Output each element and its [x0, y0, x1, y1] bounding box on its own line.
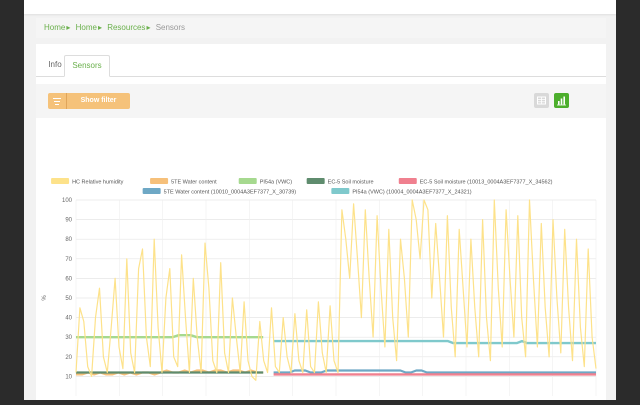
- legend-label: 5TE Water content (10010_0004A3EF7377_X_…: [164, 190, 297, 196]
- legend-swatch: [331, 188, 350, 194]
- legend-item[interactable]: EC-5 Soil moisture (10013_0004A3EF7377_X…: [398, 178, 553, 186]
- table-icon: [537, 96, 546, 105]
- tab-info[interactable]: Info: [48, 60, 62, 69]
- legend-label: PI54a (VWC) (10004_0004A3EF7377_X_24321): [352, 190, 471, 196]
- y-tick-label: 50: [65, 296, 72, 302]
- series-line: [273, 369, 596, 374]
- chart-legend: HC Relative humidity 5TE Water content PI5…: [51, 178, 553, 196]
- legend-swatch: [398, 178, 417, 184]
- breadcrumb-separator: ▸: [146, 23, 151, 32]
- legend-swatch: [142, 188, 161, 194]
- y-tick-label: 80: [65, 237, 72, 243]
- breadcrumb-current: Sensors: [155, 23, 186, 32]
- y-axis-label: %: [42, 295, 48, 301]
- breadcrumb-home[interactable]: Home: [44, 23, 66, 32]
- show-filter-button[interactable]: Show filter: [48, 93, 130, 109]
- show-filter-label: Show filter: [80, 97, 117, 104]
- y-tick-label: 10: [65, 374, 72, 380]
- breadcrumb-home-2[interactable]: Home: [75, 23, 97, 32]
- series-line: [76, 333, 264, 339]
- y-tick-label: 100: [62, 198, 73, 204]
- legend-item[interactable]: PI54a (VWC): [238, 178, 293, 186]
- series-line: [75, 199, 597, 381]
- tab-bar: Info Sensors: [36, 52, 606, 77]
- breadcrumb-resources[interactable]: Resources: [107, 23, 146, 32]
- legend-label: EC-5 Soil moisture (10013_0004A3EF7377_X…: [420, 180, 553, 186]
- breadcrumb-separator: ▸: [97, 23, 102, 32]
- legend-item[interactable]: PI54a (VWC) (10004_0004A3EF7377_X_24321): [331, 188, 472, 196]
- sensor-line-chart: HC Relative humidity 5TE Water content PI5…: [42, 178, 597, 396]
- device-bezel-left: [0, 0, 24, 400]
- legend-item[interactable]: 5TE Water content: [150, 178, 217, 186]
- device-bezel-right: [616, 0, 640, 400]
- y-tick-label: 70: [65, 257, 72, 263]
- legend-item[interactable]: 5TE Water content (10010_0004A3EF7377_X_…: [142, 188, 297, 196]
- top-bar: [24, 0, 616, 14]
- y-tick-label: 60: [65, 276, 72, 282]
- page: Home▸ Home▸ Resources▸ Sensors Info Sens…: [24, 0, 616, 400]
- legend-swatch: [306, 178, 325, 184]
- sensor-chart: HC Relative humidity 5TE Water content PI5…: [36, 128, 606, 400]
- tab-sensors[interactable]: Sensors: [64, 55, 110, 77]
- toolbar: Show filter: [36, 84, 606, 118]
- table-view-button[interactable]: [534, 93, 549, 108]
- legend-item[interactable]: HC Relative humidity: [51, 178, 124, 186]
- breadcrumb: Home▸ Home▸ Resources▸ Sensors: [36, 18, 606, 38]
- y-tick-label: 90: [65, 218, 72, 224]
- legend-label: HC Relative humidity: [72, 180, 124, 186]
- chart-series: [75, 199, 597, 381]
- filter-icon: [48, 93, 67, 109]
- sensors-card: Info Sensors Show filter: [36, 44, 606, 400]
- bar-chart-icon: [557, 96, 566, 106]
- y-tick-label: 30: [65, 335, 72, 341]
- legend-item[interactable]: EC-5 Soil moisture: [306, 178, 374, 186]
- legend-swatch: [150, 178, 169, 184]
- y-tick-label: 40: [65, 316, 72, 322]
- legend-swatch: [238, 178, 257, 184]
- chart-view-button[interactable]: [554, 93, 569, 108]
- legend-label: EC-5 Soil moisture: [328, 180, 374, 186]
- legend-label: 5TE Water content: [171, 180, 217, 186]
- chart-axes: 10 20 30 40 50 60 70 80 90 100%: [42, 198, 73, 380]
- y-tick-label: 20: [65, 355, 72, 361]
- breadcrumb-separator: ▸: [66, 23, 71, 32]
- legend-label: PI54a (VWC): [260, 180, 293, 186]
- series-line: [273, 339, 596, 345]
- legend-swatch: [51, 178, 70, 184]
